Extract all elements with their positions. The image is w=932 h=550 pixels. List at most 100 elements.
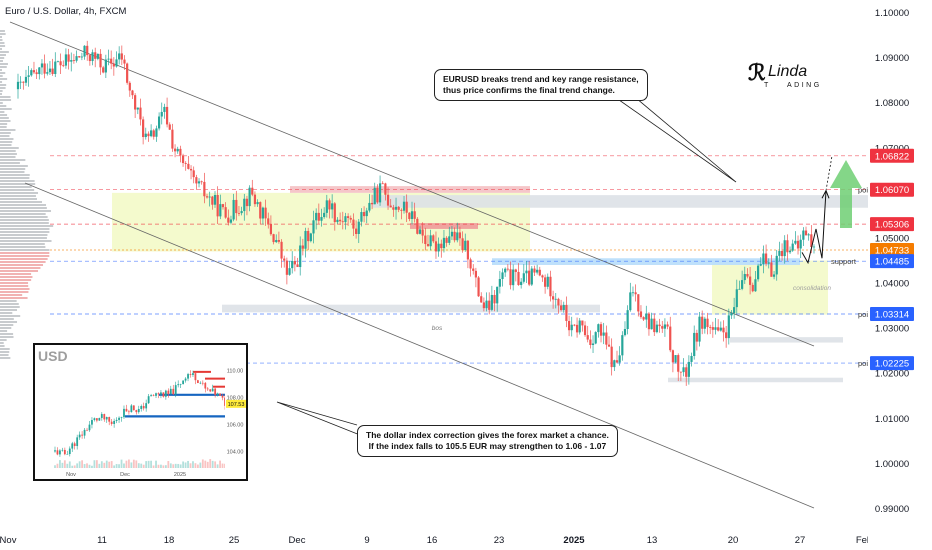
- y-tick-label: 0.99000: [875, 504, 909, 515]
- candle: [764, 244, 768, 267]
- volume-bar: [0, 159, 26, 161]
- candle: [405, 194, 408, 222]
- candle: [107, 49, 110, 66]
- volume-bar: [0, 180, 35, 182]
- volume-bar: [0, 243, 45, 245]
- candle: [200, 180, 203, 185]
- candle: [498, 270, 501, 294]
- candle: [88, 54, 91, 66]
- volume-bar: [0, 153, 17, 155]
- candle: [187, 156, 190, 170]
- candlestick-series: [16, 40, 816, 386]
- candle: [229, 215, 233, 225]
- candle: [46, 63, 49, 76]
- volume-bar: [0, 84, 7, 86]
- candle: [64, 48, 68, 69]
- inset-candle: [98, 417, 101, 421]
- inset-candle: [108, 416, 111, 426]
- inset-x-tick: Dec: [120, 472, 130, 478]
- inset-volume-bar: [88, 464, 91, 468]
- candle: [804, 226, 808, 236]
- candle: [456, 222, 459, 243]
- inset-x-tick: Nov: [66, 472, 76, 478]
- candle: [142, 116, 145, 145]
- inset-candle: [172, 384, 175, 395]
- candle: [94, 47, 97, 68]
- inset-candle: [113, 418, 116, 428]
- usd-inset-chart: USD 110.00 108.00 106.00 104.00 107.53 Nov Dec 2…: [38, 345, 246, 479]
- y-tick-label: 1.08000: [875, 98, 909, 109]
- volume-bar: [0, 117, 9, 119]
- candle: [725, 326, 728, 348]
- candle: [283, 255, 286, 268]
- volume-bar: [0, 60, 3, 62]
- inset-candle: [194, 372, 197, 385]
- candle: [394, 197, 398, 220]
- volume-bar: [0, 210, 52, 212]
- candle: [259, 201, 262, 225]
- volume-bar: [0, 63, 8, 65]
- inset-volume-bar: [209, 459, 212, 468]
- volume-bar: [0, 150, 16, 152]
- volume-bar: [0, 96, 11, 98]
- inset-volume-bar: [152, 465, 155, 468]
- candle: [722, 320, 725, 342]
- volume-bar: [0, 309, 18, 311]
- channel-lower-line: [24, 182, 815, 509]
- candle: [315, 208, 318, 230]
- price-label-1.06070: 1.06070: [870, 182, 914, 197]
- candle: [211, 195, 214, 210]
- candle: [35, 69, 38, 79]
- candle: [645, 305, 648, 328]
- x-tick-label: 13: [647, 535, 658, 546]
- candle: [762, 245, 765, 274]
- inset-volume-bar: [177, 463, 180, 468]
- candle: [733, 297, 736, 319]
- inset-volume-bar: [204, 460, 207, 468]
- volume-bar: [0, 51, 9, 53]
- candle: [685, 363, 688, 386]
- volume-bar: [0, 330, 8, 332]
- volume-bar: [0, 111, 5, 113]
- candle: [546, 273, 549, 290]
- inset-volume-bar: [221, 463, 224, 468]
- inset-candle: [221, 393, 224, 401]
- candle: [464, 233, 467, 252]
- candle: [269, 215, 273, 236]
- candle: [599, 321, 603, 343]
- zone-tag-poi: poi: [858, 186, 868, 195]
- volume-bar: [0, 240, 52, 242]
- inset-volume-bar: [169, 463, 172, 468]
- candle: [807, 233, 810, 241]
- inset-volume-bar: [187, 460, 189, 468]
- candle: [312, 210, 315, 244]
- candle: [410, 201, 414, 225]
- volume-bar: [0, 144, 12, 146]
- zone-tag-poi: poi: [858, 359, 868, 368]
- candle: [677, 353, 680, 382]
- candle: [791, 239, 794, 252]
- candle: [362, 206, 366, 223]
- candle: [386, 187, 390, 210]
- inset-volume-bar: [95, 460, 98, 468]
- candle: [778, 241, 781, 262]
- candle: [285, 257, 288, 285]
- candle: [91, 49, 94, 66]
- volume-bar: [0, 114, 8, 116]
- candle: [783, 235, 786, 264]
- inset-volume-bar: [59, 460, 61, 468]
- candle: [634, 284, 637, 302]
- volume-bar: [0, 186, 32, 188]
- candle: [416, 217, 419, 235]
- candle: [788, 246, 792, 254]
- candle: [735, 279, 738, 314]
- inset-y-tick: 110.00: [227, 369, 243, 375]
- inset-candle: [130, 404, 133, 413]
- candle: [402, 195, 406, 214]
- volume-bar: [0, 234, 48, 236]
- inset-candle: [206, 387, 209, 392]
- candle: [80, 52, 83, 61]
- inset-volume-bar: [214, 461, 217, 468]
- candle: [421, 222, 424, 244]
- candle: [738, 280, 741, 290]
